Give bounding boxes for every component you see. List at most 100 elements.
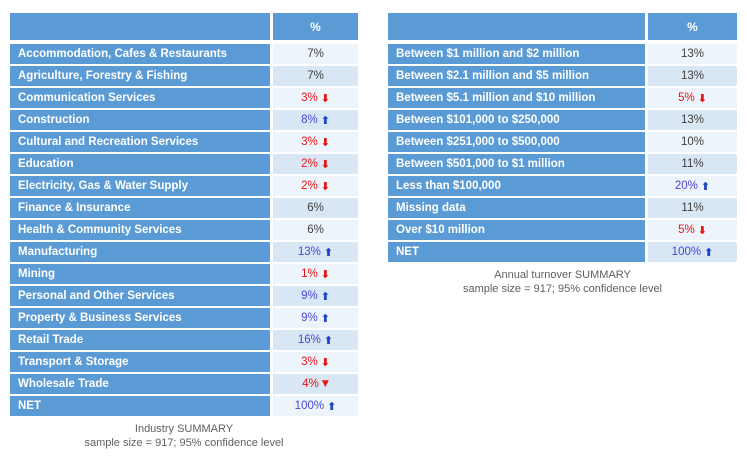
- percent-column-header: %: [648, 13, 737, 40]
- table-row: NET 100% ⬆: [388, 242, 737, 262]
- up-arrow-icon: ⬆: [320, 113, 330, 127]
- down-arrow-icon: ⬇: [320, 91, 330, 105]
- percent-value: 6%: [307, 224, 324, 236]
- table-row: Personal and Other Services 9% ⬆: [10, 286, 358, 306]
- percent-value: 3%: [301, 136, 318, 148]
- row-value-cell: 5% ⬇: [648, 88, 737, 108]
- row-label: Accommodation, Cafes & Restaurants: [10, 44, 270, 64]
- table-row: Agriculture, Forestry & Fishing 7%: [10, 66, 358, 86]
- table-row: Health & Community Services 6%: [10, 220, 358, 240]
- percent-value: 13%: [297, 246, 321, 258]
- caption-sample-size: sample size = 917; 95% confidence level: [84, 437, 284, 449]
- table-row: Wholesale Trade 4% ▼: [10, 374, 358, 394]
- row-value-cell: 100% ⬆: [648, 242, 737, 262]
- row-label: Between $1 million and $2 million: [388, 44, 645, 64]
- percent-value: 9%: [301, 312, 318, 324]
- row-label: Manufacturing: [10, 242, 270, 262]
- table-row: Finance & Insurance 6%: [10, 198, 358, 218]
- table-row: Between $5.1 million and $10 million 5% ⬇: [388, 88, 737, 108]
- row-value-cell: 8% ⬆: [273, 110, 358, 130]
- down-arrow-icon: ⬇: [320, 267, 330, 281]
- caption-title: Industry SUMMARY: [134, 423, 234, 435]
- row-value-cell: 7%: [273, 44, 358, 64]
- row-label: Health & Community Services: [10, 220, 270, 240]
- percent-value: 8%: [301, 114, 318, 126]
- row-value-cell: 6%: [273, 198, 358, 218]
- up-arrow-icon: ⬆: [323, 333, 334, 347]
- down-arrow-icon: ▼: [321, 378, 329, 389]
- table-row: Between $251,000 to $500,000 10%: [388, 132, 737, 152]
- down-arrow-icon: ⬇: [320, 135, 330, 149]
- percent-value: 10%: [680, 136, 705, 148]
- down-arrow-icon: ⬇: [320, 179, 330, 193]
- row-value-cell: 9% ⬆: [273, 286, 358, 306]
- percent-value: 20%: [674, 180, 698, 192]
- table-row: Accommodation, Cafes & Restaurants 7%: [10, 44, 358, 64]
- table-row: Property & Business Services 9% ⬆: [10, 308, 358, 328]
- row-label: NET: [10, 396, 270, 416]
- turnover-table-body: Between $1 million and $2 million 13% Betw…: [388, 44, 737, 262]
- row-label: Finance & Insurance: [10, 198, 270, 218]
- up-arrow-icon: ⬆: [323, 245, 334, 259]
- percent-value: 100%: [294, 400, 325, 412]
- row-value-cell: 9% ⬆: [273, 308, 358, 328]
- row-value-cell: 20% ⬆: [648, 176, 737, 196]
- row-label: Mining: [10, 264, 270, 284]
- table-header-row: %: [388, 13, 737, 40]
- table-row: Between $501,000 to $1 million 11%: [388, 154, 737, 174]
- down-arrow-icon: ⬇: [320, 157, 330, 171]
- row-label: Wholesale Trade: [10, 374, 270, 394]
- percent-value: 11%: [681, 202, 704, 214]
- row-label: Between $101,000 to $250,000: [388, 110, 645, 130]
- row-value-cell: 13%: [648, 66, 737, 86]
- percent-value: 2%: [301, 180, 318, 192]
- down-arrow-icon: ⬇: [320, 355, 330, 369]
- percent-value: 13%: [680, 70, 705, 82]
- table-row: Missing data 11%: [388, 198, 737, 218]
- row-value-cell: 13%: [648, 110, 737, 130]
- row-label: Electricity, Gas & Water Supply: [10, 176, 270, 196]
- annual-turnover-summary-table: % Between $1 million and $2 million 13% Be…: [388, 13, 737, 296]
- row-value-cell: 7%: [273, 66, 358, 86]
- row-value-cell: 1% ⬇: [273, 264, 358, 284]
- percent-value: 5%: [678, 92, 695, 104]
- table-row: Construction 8% ⬆: [10, 110, 358, 130]
- row-value-cell: 3% ⬇: [273, 352, 358, 372]
- row-label: Personal and Other Services: [10, 286, 270, 306]
- down-arrow-icon: ⬇: [697, 91, 707, 105]
- row-label: Construction: [10, 110, 270, 130]
- up-arrow-icon: ⬆: [700, 179, 711, 193]
- row-label: Property & Business Services: [10, 308, 270, 328]
- percent-value: 16%: [297, 334, 321, 346]
- table-header-row: %: [10, 13, 358, 40]
- percent-value: 9%: [301, 290, 318, 302]
- up-arrow-icon: ⬆: [704, 245, 714, 259]
- table-row: Retail Trade 16% ⬆: [10, 330, 358, 350]
- up-arrow-icon: ⬆: [320, 289, 330, 303]
- row-value-cell: 11%: [648, 154, 737, 174]
- row-value-cell: 13% ⬆: [273, 242, 358, 262]
- percent-value: 6%: [307, 202, 324, 214]
- row-label: Cultural and Recreation Services: [10, 132, 270, 152]
- row-label: NET: [388, 242, 645, 262]
- row-label: Between $501,000 to $1 million: [388, 154, 645, 174]
- table-row: Communication Services 3% ⬇: [10, 88, 358, 108]
- turnover-table-caption: Annual turnover SUMMARY sample size = 91…: [388, 268, 737, 296]
- table-row: Mining 1% ⬇: [10, 264, 358, 284]
- table-row: Over $10 million 5% ⬇: [388, 220, 737, 240]
- percent-value: 1%: [301, 268, 318, 280]
- header-empty-cell: [10, 13, 270, 40]
- percent-value: 3%: [301, 356, 318, 368]
- percent-value: 2%: [301, 158, 318, 170]
- percent-value: 3%: [301, 92, 318, 104]
- table-row: Between $2.1 million and $5 million 13%: [388, 66, 737, 86]
- row-value-cell: 2% ⬇: [273, 154, 358, 174]
- percent-value: 13%: [680, 114, 705, 126]
- percent-value: 13%: [680, 48, 705, 60]
- percent-value: 100%: [671, 246, 702, 258]
- percent-value: 5%: [678, 224, 695, 236]
- row-value-cell: 6%: [273, 220, 358, 240]
- down-arrow-icon: ⬇: [697, 223, 707, 237]
- row-label: Less than $100,000: [388, 176, 645, 196]
- table-row: Less than $100,000 20% ⬆: [388, 176, 737, 196]
